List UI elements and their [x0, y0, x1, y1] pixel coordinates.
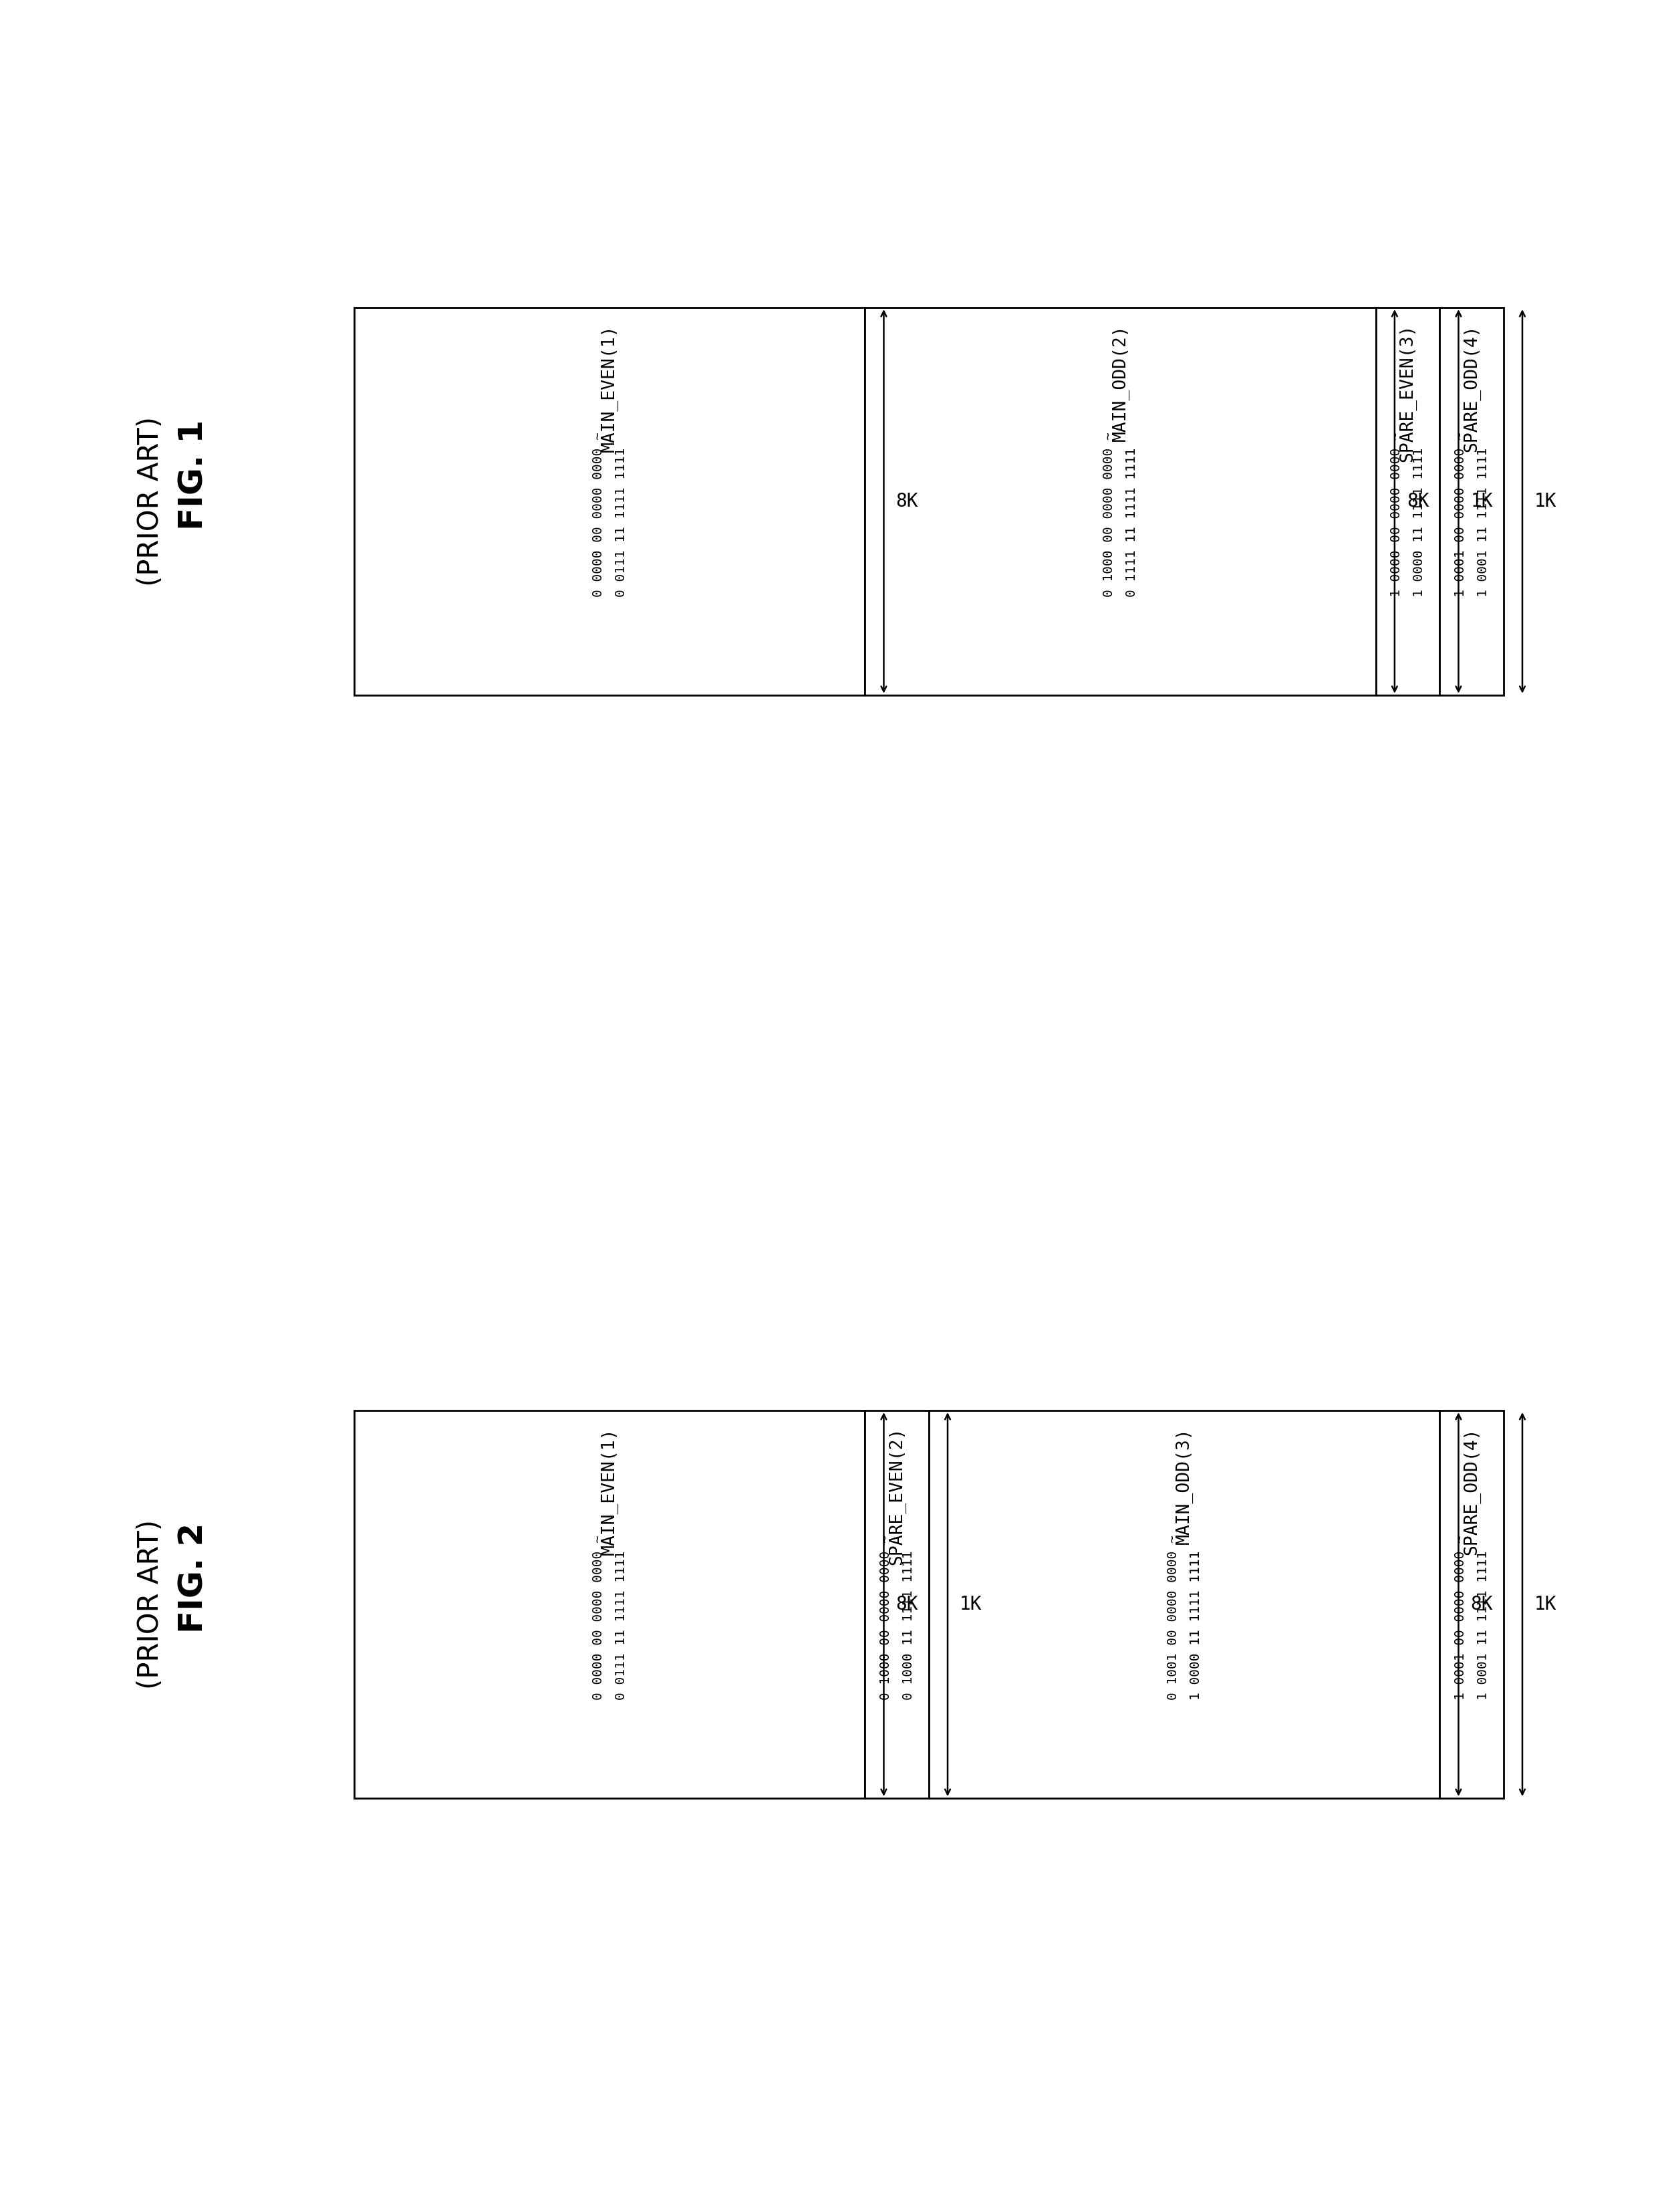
Text: 8K: 8K	[896, 491, 917, 511]
Text: 1K: 1K	[1535, 491, 1557, 511]
Text: (PRIOR ART): (PRIOR ART)	[136, 1520, 164, 1690]
Text: 1 0001 00 0000 0000 ~
1 0001 11 1111 1111: 1 0001 00 0000 0000 ~ 1 0001 11 1111 111…	[1454, 1535, 1489, 1701]
Text: FIG. 1: FIG. 1	[177, 420, 210, 531]
Text: 1K: 1K	[959, 1595, 982, 1615]
Bar	[354, 307, 864, 695]
Text: 1 0000 00 0000 0000 ~
1 0000 11 1111 1111: 1 0000 00 0000 0000 ~ 1 0000 11 1111 111…	[1389, 431, 1426, 597]
Bar	[864, 1411, 929, 1798]
Text: MAIN_ODD(2): MAIN_ODD(2)	[1111, 325, 1129, 440]
Text: 1K: 1K	[1471, 491, 1494, 511]
Text: SPARE_EVEN(2): SPARE_EVEN(2)	[888, 1427, 906, 1566]
Bar	[1376, 307, 1439, 695]
Text: 0 1000 00 0000 0000 ~
0 1000 11 1111 1111: 0 1000 00 0000 0000 ~ 0 1000 11 1111 111…	[879, 1535, 914, 1701]
Text: 1K: 1K	[1535, 1595, 1557, 1615]
Text: 0 1001 00 0000 0000 ~
1 0000 11 1111 1111: 0 1001 00 0000 0000 ~ 1 0000 11 1111 111…	[1166, 1535, 1202, 1701]
Bar	[864, 307, 1376, 695]
Text: 8K: 8K	[1406, 491, 1429, 511]
Bar	[1439, 307, 1504, 695]
Text: 0 0000 00 0000 0000 ~
0 0111 11 1111 1111: 0 0000 00 0000 0000 ~ 0 0111 11 1111 111…	[591, 1535, 628, 1701]
Text: 0 1000 00 0000 0000 ~
0 1111 11 1111 1111: 0 1000 00 0000 0000 ~ 0 1111 11 1111 111…	[1103, 431, 1138, 597]
Bar	[354, 1411, 864, 1798]
Bar	[929, 1411, 1439, 1798]
Text: SPARE_ODD(4): SPARE_ODD(4)	[1462, 325, 1480, 451]
Text: 1 0001 00 0000 0000 ~
1 0001 11 1111 1111: 1 0001 00 0000 0000 ~ 1 0001 11 1111 111…	[1454, 431, 1489, 597]
Text: SPARE_ODD(4): SPARE_ODD(4)	[1462, 1427, 1480, 1555]
Bar	[1439, 1411, 1504, 1798]
Text: 8K: 8K	[896, 1595, 917, 1615]
Text: MAIN_ODD(3): MAIN_ODD(3)	[1176, 1427, 1192, 1544]
Text: 0 0000 00 0000 0000 ~
0 0111 11 1111 1111: 0 0000 00 0000 0000 ~ 0 0111 11 1111 111…	[591, 431, 628, 597]
Text: MAIN_EVEN(1): MAIN_EVEN(1)	[601, 1427, 618, 1555]
Text: 8K: 8K	[1471, 1595, 1494, 1615]
Text: MAIN_EVEN(1): MAIN_EVEN(1)	[601, 325, 618, 451]
Text: SPARE_EVEN(3): SPARE_EVEN(3)	[1399, 325, 1416, 462]
Text: FIG. 2: FIG. 2	[177, 1522, 210, 1632]
Text: (PRIOR ART): (PRIOR ART)	[136, 416, 164, 586]
